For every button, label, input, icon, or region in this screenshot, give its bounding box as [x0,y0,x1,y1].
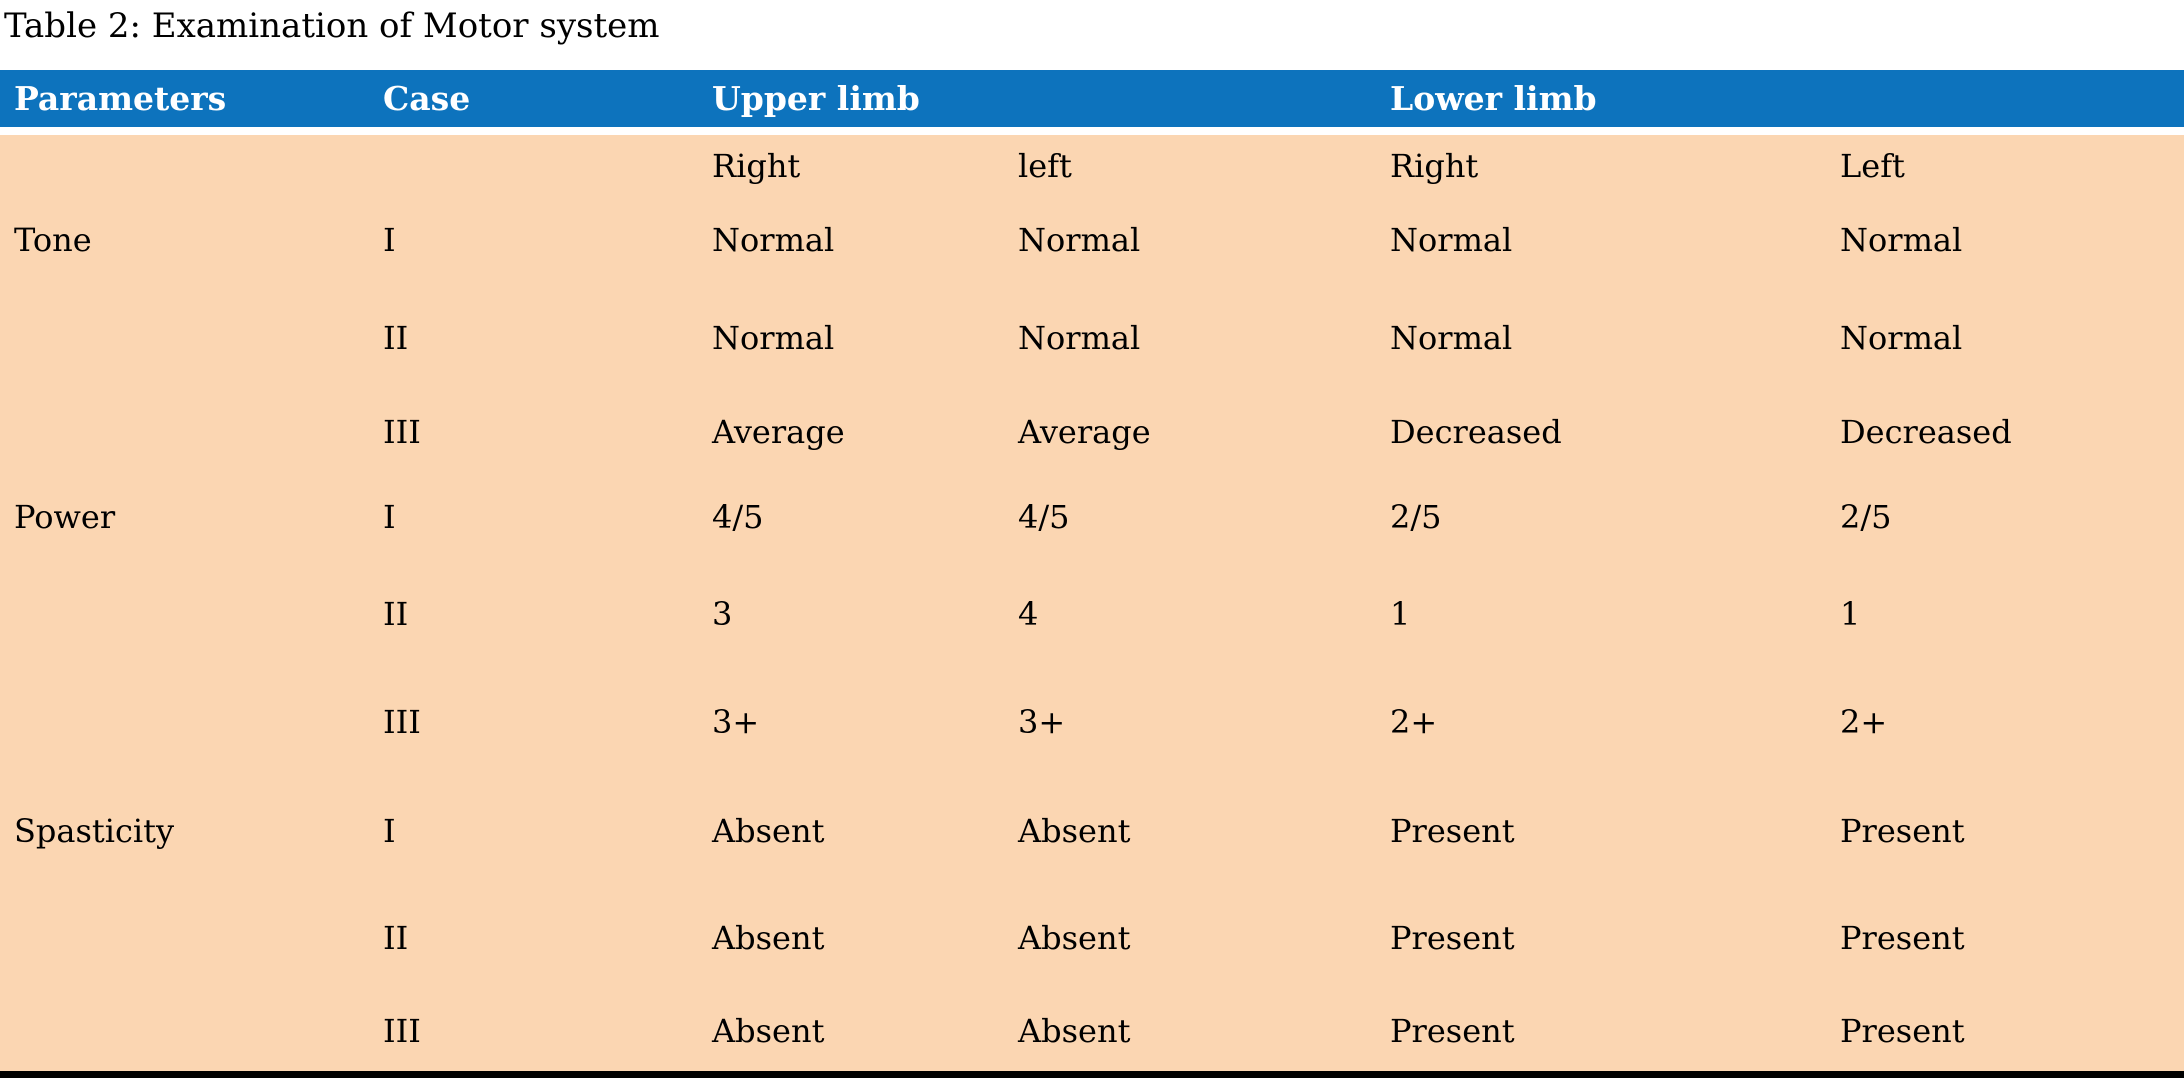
table-caption: Table 2: Examination of Motor system [4,6,660,46]
cell-parameter: Spasticity [0,776,369,886]
table-row: II 3 4 1 1 [0,560,2184,667]
cell-upper-right: Absent [698,990,1004,1078]
cell-upper-right: Absent [698,886,1004,990]
table-row: Power I 4/5 4/5 2/5 2/5 [0,473,2184,560]
cell-upper-left: Absent [1004,886,1376,990]
table-row: II Normal Normal Normal Normal [0,284,2184,391]
cell-lower-right: 2/5 [1376,473,1826,560]
cell-lower-right: Present [1376,886,1826,990]
table-row: III Absent Absent Present Present [0,990,2184,1078]
table-row: III 3+ 3+ 2+ 2+ [0,667,2184,776]
cell-lower-left: Normal [1826,196,2184,284]
cell-upper-left: 3+ [1004,667,1376,776]
cell-upper-left: 4/5 [1004,473,1376,560]
cell-lower-left: Present [1826,990,2184,1078]
subheader-lower-right: Right [1376,131,1826,196]
cell-lower-right: Normal [1376,196,1826,284]
cell-lower-right: Present [1376,776,1826,886]
table-row: Spasticity I Absent Absent Present Prese… [0,776,2184,886]
cell-lower-right: 1 [1376,560,1826,667]
header-lower-limb: Lower limb [1376,70,2184,135]
header-case: Case [369,70,698,135]
cell-case: II [369,886,698,990]
cell-case: III [369,391,698,473]
cell-lower-right: Present [1376,990,1826,1078]
cell-parameter [0,990,369,1078]
cell-parameter: Tone [0,196,369,284]
cell-parameter [0,391,369,473]
cell-upper-right: 4/5 [698,473,1004,560]
subheader-row: Right left Right Left [0,131,2184,196]
cell-lower-left: 1 [1826,560,2184,667]
cell-case: II [369,284,698,391]
cell-upper-left: Average [1004,391,1376,473]
cell-upper-left: Normal [1004,284,1376,391]
header-upper-limb: Upper limb [698,70,1376,135]
cell-lower-left: 2+ [1826,667,2184,776]
cell-empty [369,131,698,196]
subheader-upper-right: Right [698,131,1004,196]
table-row: II Absent Absent Present Present [0,886,2184,990]
cell-case: I [369,776,698,886]
cell-case: I [369,473,698,560]
cell-upper-left: 4 [1004,560,1376,667]
motor-system-table: Parameters Case Upper limb Lower limb Ri… [0,70,2184,1078]
cell-parameter: Power [0,473,369,560]
cell-lower-left: Decreased [1826,391,2184,473]
cell-lower-right: Normal [1376,284,1826,391]
cell-lower-right: Decreased [1376,391,1826,473]
cell-case: III [369,667,698,776]
cell-lower-left: 2/5 [1826,473,2184,560]
cell-empty [0,131,369,196]
cell-case: III [369,990,698,1078]
cell-upper-right: Average [698,391,1004,473]
cell-lower-left: Present [1826,886,2184,990]
cell-parameter [0,284,369,391]
cell-lower-left: Present [1826,776,2184,886]
cell-parameter [0,667,369,776]
subheader-lower-left: Left [1826,131,2184,196]
header-parameters: Parameters [0,70,369,135]
cell-lower-right: 2+ [1376,667,1826,776]
cell-upper-left: Normal [1004,196,1376,284]
header-row: Parameters Case Upper limb Lower limb [0,70,2184,135]
table-row: III Average Average Decreased Decreased [0,391,2184,473]
cell-case: I [369,196,698,284]
cell-upper-left: Absent [1004,990,1376,1078]
cell-upper-right: 3+ [698,667,1004,776]
cell-parameter [0,560,369,667]
cell-upper-right: Normal [698,196,1004,284]
cell-upper-right: Absent [698,776,1004,886]
cell-upper-right: Normal [698,284,1004,391]
cell-upper-right: 3 [698,560,1004,667]
cell-case: II [369,560,698,667]
cell-upper-left: Absent [1004,776,1376,886]
cell-lower-left: Normal [1826,284,2184,391]
cell-parameter [0,886,369,990]
table-row: Tone I Normal Normal Normal Normal [0,196,2184,284]
subheader-upper-left: left [1004,131,1376,196]
